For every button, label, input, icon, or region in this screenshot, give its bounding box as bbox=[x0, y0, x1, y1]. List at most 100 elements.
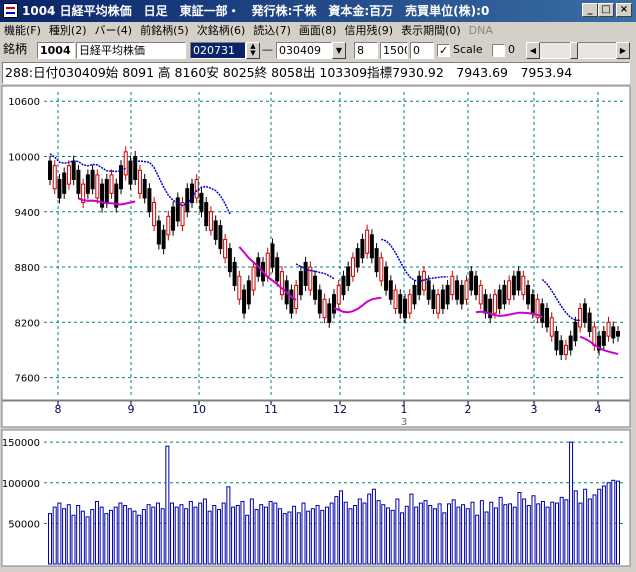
candle-body bbox=[156, 220, 161, 245]
candle-body bbox=[171, 206, 176, 231]
volume-bar bbox=[554, 502, 559, 565]
candle-body bbox=[355, 248, 360, 268]
candle-body bbox=[180, 202, 185, 227]
date-from-spinner[interactable]: ▲ ▼ bbox=[246, 42, 260, 59]
volume-bar bbox=[278, 508, 283, 565]
volume-bar bbox=[339, 490, 344, 565]
menu-bar-type[interactable]: バー(4) bbox=[94, 24, 133, 37]
volume-bar bbox=[226, 486, 231, 565]
candle-body bbox=[166, 215, 171, 236]
volume-bar bbox=[127, 508, 132, 565]
candle-body bbox=[511, 275, 516, 296]
volume-bar bbox=[616, 480, 620, 565]
info-line: 288:日付030409始 8091 高 8160安 8025終 8058出 1… bbox=[2, 62, 630, 84]
menu-screen[interactable]: 画面(8) bbox=[298, 24, 337, 37]
volume-bar bbox=[517, 492, 522, 565]
volume-bar bbox=[170, 502, 175, 565]
menu-next-stock[interactable]: 次銘柄(6) bbox=[196, 24, 246, 37]
volume-bar bbox=[484, 511, 489, 565]
volume-bar bbox=[353, 505, 358, 565]
candle-body bbox=[497, 289, 502, 309]
candle-body bbox=[161, 229, 166, 250]
candle-body bbox=[289, 289, 294, 314]
volume-bar bbox=[540, 500, 545, 565]
volume-bar bbox=[320, 509, 325, 565]
candle-body bbox=[606, 321, 611, 337]
volume-bar bbox=[315, 505, 320, 565]
volume-bar bbox=[179, 504, 184, 565]
candle-body bbox=[341, 275, 346, 296]
candle-body bbox=[450, 275, 455, 296]
price-tick-label: 9400 bbox=[15, 208, 40, 219]
minimize-button[interactable]: _ bbox=[582, 3, 598, 17]
menu-margin[interactable]: 信用残(9) bbox=[344, 24, 394, 37]
volume-bar bbox=[109, 509, 114, 565]
candle-body bbox=[554, 331, 559, 351]
month-label: 2 bbox=[465, 403, 472, 416]
date-to-field[interactable]: 030409 bbox=[276, 42, 332, 59]
slider-left-icon[interactable]: ◀ bbox=[526, 42, 540, 59]
candle-body bbox=[582, 303, 587, 323]
candle-body bbox=[322, 298, 327, 319]
menu-prev-stock[interactable]: 前銘柄(5) bbox=[140, 24, 189, 37]
volume-bar bbox=[113, 506, 118, 565]
volume-bar bbox=[165, 445, 170, 565]
volume-bar bbox=[343, 501, 348, 565]
second-checkbox[interactable] bbox=[492, 44, 505, 57]
menu-load[interactable]: 読込(7) bbox=[253, 24, 291, 37]
menu-kind[interactable]: 種別(2) bbox=[48, 24, 87, 37]
volume-bar bbox=[437, 503, 442, 565]
value1-field[interactable]: 8 bbox=[354, 42, 378, 59]
scale-checkbox[interactable]: ✓ bbox=[437, 44, 450, 57]
chevron-down-icon[interactable]: ▼ bbox=[332, 42, 346, 59]
candle-body bbox=[208, 211, 213, 231]
candle-body bbox=[128, 160, 133, 185]
volume-bar bbox=[512, 506, 517, 565]
ma-blue-line bbox=[135, 160, 231, 215]
code-field[interactable]: 1004 bbox=[37, 42, 75, 59]
value3-field[interactable]: 0 bbox=[410, 42, 434, 59]
candle-body bbox=[213, 220, 218, 240]
volume-bar bbox=[90, 509, 95, 565]
volume-bar bbox=[348, 508, 353, 565]
candle-body bbox=[85, 174, 90, 194]
slider-thumb[interactable] bbox=[570, 42, 578, 59]
volume-bar bbox=[390, 509, 395, 565]
candle-body bbox=[62, 172, 67, 194]
maximize-button[interactable]: □ bbox=[598, 3, 614, 17]
candle-body bbox=[388, 280, 393, 300]
menu-function[interactable]: 機能(F) bbox=[4, 24, 41, 37]
candle-body bbox=[445, 284, 450, 305]
volume-bar bbox=[531, 495, 536, 565]
slider-right-icon[interactable]: ▶ bbox=[616, 42, 630, 59]
candle-body bbox=[417, 275, 422, 296]
price-tick-label: 10600 bbox=[8, 97, 40, 108]
date-from-field[interactable]: 020731 bbox=[190, 42, 246, 59]
candle-body bbox=[308, 266, 313, 291]
name-field[interactable]: 日経平均株価 bbox=[76, 42, 186, 59]
candle-body bbox=[407, 294, 412, 314]
ma-magenta-line bbox=[475, 310, 543, 319]
menu-dna[interactable]: DNA bbox=[468, 24, 493, 37]
volume-bar bbox=[94, 500, 99, 565]
menu-display-period[interactable]: 表示期間(0) bbox=[401, 24, 461, 37]
title-bar: 1004 日経平均株価 日足 東証一部・ 発行株:千株 資本金:百万 売買単位(… bbox=[0, 0, 636, 22]
volume-bar bbox=[573, 490, 578, 565]
volume-bar bbox=[456, 506, 461, 565]
date-dash: — bbox=[262, 43, 273, 56]
volume-bar bbox=[259, 504, 264, 565]
price-tick-label: 8800 bbox=[15, 263, 40, 274]
candle-body bbox=[317, 289, 322, 314]
volume-bar bbox=[442, 512, 447, 565]
volume-bar bbox=[198, 502, 203, 565]
month-label: 9 bbox=[128, 403, 135, 416]
value2-field[interactable]: 1500 bbox=[380, 42, 408, 59]
close-button[interactable]: × bbox=[616, 3, 632, 17]
candle-body bbox=[398, 294, 403, 314]
candle-body bbox=[137, 169, 142, 194]
value4-label: 0 bbox=[508, 43, 515, 56]
candle-body bbox=[521, 275, 526, 296]
price-tick-label: 10000 bbox=[8, 152, 40, 163]
candle-body bbox=[190, 183, 194, 204]
volume-bar bbox=[385, 507, 390, 565]
